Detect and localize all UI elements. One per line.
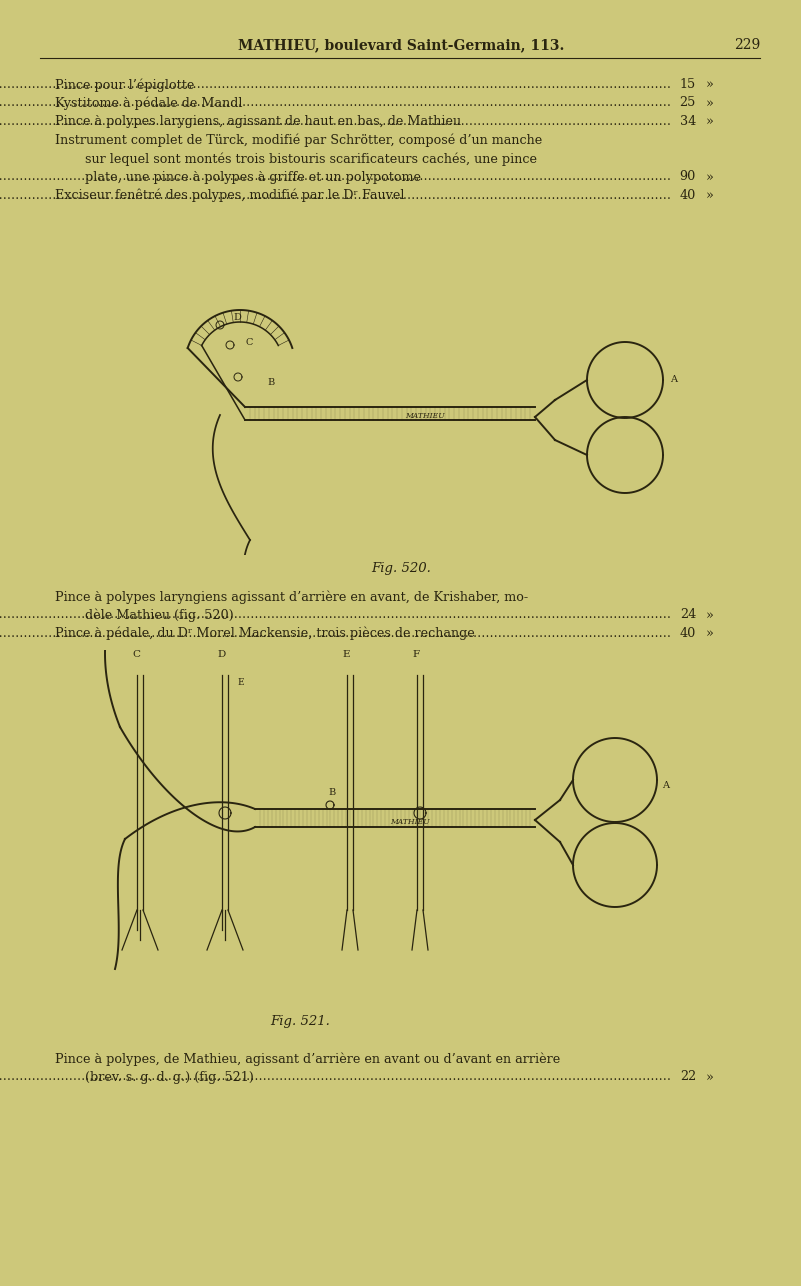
Text: »: » <box>706 171 714 184</box>
Text: Kystitome à pédale de Mandl: Kystitome à pédale de Mandl <box>55 96 243 111</box>
Text: 229: 229 <box>734 39 760 51</box>
Text: »: » <box>706 189 714 202</box>
Text: dèle Mathieu (fig. 520): dèle Mathieu (fig. 520) <box>85 608 234 622</box>
Text: »: » <box>706 96 714 109</box>
Text: Pince à polypes laryngiens agissant d’arrière en avant, de Krishaber, mo-: Pince à polypes laryngiens agissant d’ar… <box>55 590 528 603</box>
Text: ................................................................................: ........................................… <box>0 78 672 91</box>
Text: ................................................................................: ........................................… <box>0 1070 672 1084</box>
Text: ................................................................................: ........................................… <box>0 96 672 109</box>
Text: ................................................................................: ........................................… <box>0 114 672 129</box>
Text: 34: 34 <box>680 114 696 129</box>
Text: sur lequel sont montés trois bistouris scarificateurs cachés, une pince: sur lequel sont montés trois bistouris s… <box>85 152 537 166</box>
Text: B: B <box>328 788 336 797</box>
Text: Fig. 520.: Fig. 520. <box>371 562 431 575</box>
Text: »: » <box>706 1070 714 1084</box>
Text: 15: 15 <box>680 78 696 91</box>
Text: MATHIEU, boulevard Saint-Germain, 113.: MATHIEU, boulevard Saint-Germain, 113. <box>238 39 564 51</box>
Text: 40: 40 <box>680 189 696 202</box>
Text: »: » <box>706 628 714 640</box>
Text: A: A <box>662 781 669 790</box>
Text: ................................................................................: ........................................… <box>0 171 672 184</box>
Text: ................................................................................: ........................................… <box>0 628 672 640</box>
Text: Instrument complet de Türck, modifié par Schrötter, composé d’un manche: Instrument complet de Türck, modifié par… <box>55 134 542 147</box>
Text: Exciseur fenêtré des polypes, modifié par le Dʳ Fauvel: Exciseur fenêtré des polypes, modifié pa… <box>55 189 405 202</box>
Text: Fig. 521.: Fig. 521. <box>270 1015 330 1028</box>
Text: »: » <box>706 114 714 129</box>
Text: F: F <box>412 649 419 658</box>
Text: MATHIEU: MATHIEU <box>405 412 445 421</box>
Text: C: C <box>245 338 252 347</box>
Text: 22: 22 <box>680 1070 696 1084</box>
Text: Pince à polypes, de Mathieu, agissant d’arrière en avant ou d’avant en arrière: Pince à polypes, de Mathieu, agissant d’… <box>55 1052 560 1066</box>
Text: E: E <box>342 649 349 658</box>
Text: »: » <box>706 78 714 91</box>
Text: A: A <box>670 376 677 385</box>
Text: 90: 90 <box>680 171 696 184</box>
Text: E: E <box>237 678 244 687</box>
Text: MATHIEU: MATHIEU <box>390 818 430 826</box>
Text: ................................................................................: ........................................… <box>0 608 672 621</box>
Text: D: D <box>233 312 241 322</box>
Text: »: » <box>706 608 714 621</box>
Text: Pince pour l’épiglotte: Pince pour l’épiglotte <box>55 78 195 91</box>
Text: 25: 25 <box>679 96 696 109</box>
Text: 24: 24 <box>680 608 696 621</box>
Text: 40: 40 <box>680 628 696 640</box>
Text: C: C <box>132 649 140 658</box>
Text: ................................................................................: ........................................… <box>0 189 672 202</box>
Text: plate, une pince à polypes à griffe et un polypotome: plate, une pince à polypes à griffe et u… <box>85 171 421 184</box>
Text: Pince à pédale, du Dʳ Morel Mackensie, trois pièces de rechange: Pince à pédale, du Dʳ Morel Mackensie, t… <box>55 628 475 640</box>
Text: D: D <box>217 649 225 658</box>
Text: B: B <box>267 378 274 387</box>
Text: Pince à polypes larygiens, agissant de haut en bas, de Mathieu: Pince à polypes larygiens, agissant de h… <box>55 114 461 129</box>
Text: (brev. s. g. d. g.) (fig. 521): (brev. s. g. d. g.) (fig. 521) <box>85 1070 254 1084</box>
